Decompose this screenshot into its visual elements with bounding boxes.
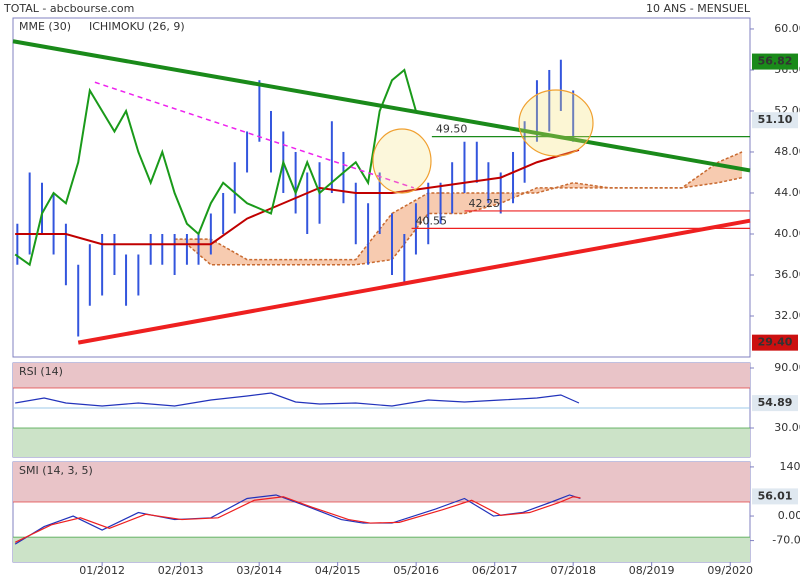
price-marker-label: 51.10: [758, 113, 793, 126]
legend-entry: ICHIMOKU (26, 9): [89, 20, 185, 33]
y-tick-label: 48.00: [774, 145, 800, 158]
trend-line: [77, 218, 751, 345]
overbought-zone: [13, 363, 750, 388]
panel-title: SMI (14, 3, 5): [19, 464, 93, 477]
x-tick-label: 08/2019: [629, 564, 675, 577]
price-marker: [752, 53, 798, 70]
overbought-zone: [13, 462, 750, 502]
x-tick-label: 07/2018: [550, 564, 596, 577]
y-tick-label: 140: [780, 460, 800, 473]
price-marker: [752, 334, 798, 351]
level-label: 49.50: [436, 123, 468, 136]
price-marker-label: 29.40: [758, 336, 793, 349]
y-tick-label: 0.00: [778, 509, 800, 522]
y-tick-label: 60.00: [774, 22, 800, 35]
price-marker-label: 56.82: [758, 55, 793, 68]
x-tick-label: 04/2015: [315, 564, 361, 577]
x-tick-label: 02/2013: [158, 564, 204, 577]
x-tick-label: 09/2020: [707, 564, 753, 577]
panel: [12, 17, 751, 358]
cloud-edge: [174, 176, 743, 266]
level-label: 40.55: [416, 214, 448, 227]
price-marker: [752, 395, 798, 412]
y-tick-label: 30.00: [774, 421, 800, 434]
y-tick-label: -70.00: [772, 534, 800, 547]
level-label: 42.25: [468, 197, 500, 210]
y-tick-label: 40.00: [774, 227, 800, 240]
series-line: [15, 392, 580, 407]
x-tick-label: 03/2014: [236, 564, 282, 577]
price-marker-label: 56.01: [758, 489, 793, 502]
x-tick-label: 05/2016: [393, 564, 439, 577]
oversold-zone: [13, 537, 750, 562]
series-line: [15, 148, 580, 246]
price-marker: [752, 488, 798, 505]
ichimoku-cloud: [174, 151, 743, 265]
price-marker-label: 54.89: [758, 396, 793, 409]
x-tick-label: 06/2017: [472, 564, 518, 577]
y-tick-label: 36.00: [774, 268, 800, 281]
y-tick-label: 44.00: [774, 186, 800, 199]
x-tick-label: 01/2012: [79, 564, 125, 577]
legend-entry: MME (30): [19, 20, 71, 33]
header-right: 10 ANS - MENSUEL: [646, 2, 751, 15]
trend-line: [94, 81, 414, 189]
series-line: [14, 496, 581, 543]
y-tick-label: 32.00: [774, 309, 800, 322]
highlight-circle: [372, 128, 432, 194]
price-marker: [752, 112, 798, 129]
header-left: TOTAL - abcbourse.com: [3, 2, 134, 15]
y-tick-label: 90.00: [774, 361, 800, 374]
highlight-circle: [518, 89, 594, 157]
oversold-zone: [13, 428, 750, 457]
series-line: [14, 68, 417, 267]
panel-title: RSI (14): [19, 365, 63, 378]
trend-line: [12, 39, 751, 173]
